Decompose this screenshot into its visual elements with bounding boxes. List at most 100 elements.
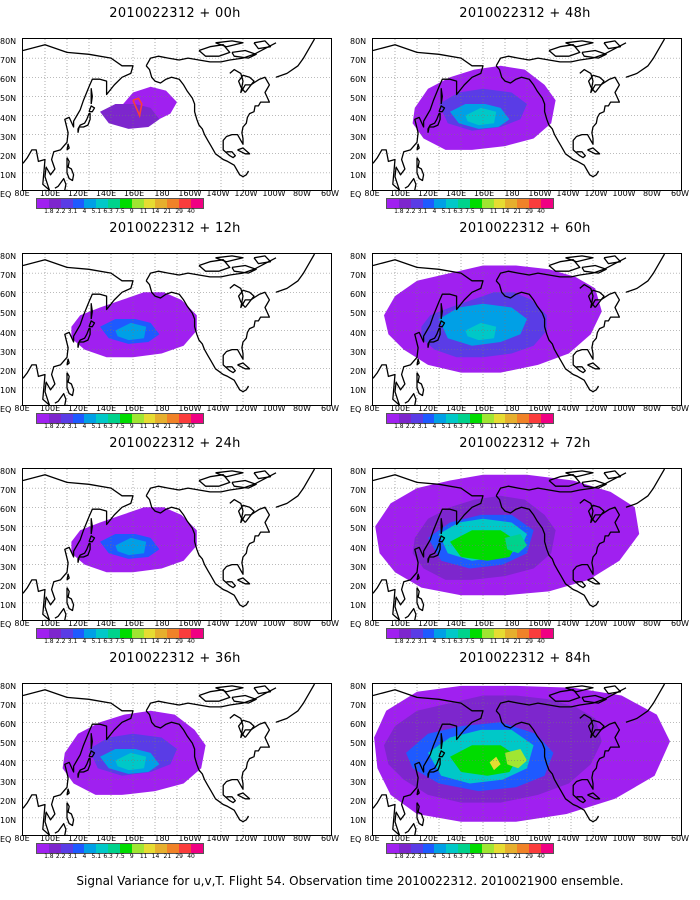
colorbar-swatch [446,629,459,638]
colorbar-label: 3.1 [417,638,428,645]
latitude-label: 20N [0,151,17,161]
longitude-label: 80W [642,404,662,413]
colorbar-swatch [517,629,530,638]
coastline [231,694,257,704]
coastline [145,495,250,608]
coastline [66,573,70,581]
coastline [495,472,627,497]
colorbar-swatch [84,199,97,208]
colorbar-swatch [143,629,156,638]
coastline [231,264,257,274]
colorbar-swatch [179,629,191,638]
map-area [22,38,332,191]
colorbar-swatch [37,414,49,423]
longitude-label: 80W [292,404,312,413]
latitude-label: 50N [350,309,367,319]
longitude-label: 180 [504,834,520,843]
colorbar-label: 21 [163,208,172,215]
latitude-label: 70N [350,271,367,281]
longitude-label: 140E [95,834,117,843]
colorbar-swatch [179,844,191,853]
latitude-label: 50N [0,94,17,104]
coastline [373,474,484,620]
colorbar-swatch [48,629,61,638]
colorbar-label: 11 [139,423,148,430]
panel-title: 2010022312 + 84h [459,651,591,666]
colorbar-swatch [108,199,120,208]
colorbar-label: 3.1 [67,853,78,860]
coastline [440,518,443,535]
longitude-label: 100W [612,619,636,628]
coastline [373,259,484,405]
colorbar-swatch [446,844,459,853]
coastline [23,474,134,620]
coastline [198,259,231,272]
latitude-label: 60N [350,75,367,85]
latitude-label: 20N [0,581,17,591]
colorbar-label: 11 [489,208,498,215]
colorbar-label: 11 [489,853,498,860]
coastline [66,802,75,827]
coastline [66,587,75,612]
colorbar-swatch [540,844,553,853]
variance-field [115,322,147,341]
coastline [416,358,420,366]
latitude-label: 10N [350,815,367,825]
colorbar-swatch [481,414,494,423]
longitude-label: 160W [178,404,202,413]
coastline [77,757,91,778]
panel-title: 2010022312 + 60h [459,221,591,236]
latitude-label: 80N [350,252,367,261]
longitude-label: 120E [417,619,439,628]
coastline [625,39,666,78]
latitude-label: 30N [350,132,367,142]
coastline [603,470,622,480]
colorbar-label: 2.2 [55,423,66,430]
coastline [572,68,621,159]
longitude-label: 100E [389,404,411,413]
colorbar-label: 14 [501,853,510,860]
colorbar-swatch [446,199,459,208]
colorbar-label: 6.3 [103,208,113,215]
longitude-label: 120E [67,189,89,198]
coastline [416,573,420,581]
coastline [440,303,443,320]
colorbar-label: 5.1 [91,208,102,215]
longitude-label: 60W [320,619,340,628]
colorbar-label: 3.1 [417,208,428,215]
map-svg [373,684,681,835]
colorbar-label: 4 [432,638,437,645]
colorbar [36,413,204,424]
latitude-label: 60N [0,75,17,85]
coastline [90,518,93,535]
colorbar-swatch [131,414,144,423]
coastline [404,392,417,405]
colorbar-swatch [422,629,435,638]
colorbar-label: 21 [163,853,172,860]
longitude-label: 60W [670,834,690,843]
colorbar-label: 5.1 [441,423,452,430]
coastline [54,392,67,405]
coastline [88,750,96,758]
longitude-label: 80E [364,834,380,843]
colorbar-swatch [387,629,399,638]
longitude-label: 140W [556,834,580,843]
colorbar-swatch [529,414,541,423]
colorbar-swatch [190,414,203,423]
coastline [587,792,601,800]
colorbar-swatch [155,844,168,853]
latitude-label: 20N [0,796,17,806]
coastline [404,177,417,190]
latitude-label: 70N [0,56,17,66]
longitude-label: 100E [39,189,61,198]
colorbar-swatch [60,199,73,208]
colorbar-swatch [458,844,470,853]
longitude-label: 120W [234,404,258,413]
map-panel: 2010022312 + 36h 80N 70N 60N 50N 40N 30N 20N 10N… [0,645,340,860]
coastline [275,469,316,508]
colorbar-swatch [434,414,447,423]
coastline [237,577,251,585]
colorbar [386,628,554,639]
coastline [416,788,420,796]
longitude-label: 180 [154,189,170,198]
